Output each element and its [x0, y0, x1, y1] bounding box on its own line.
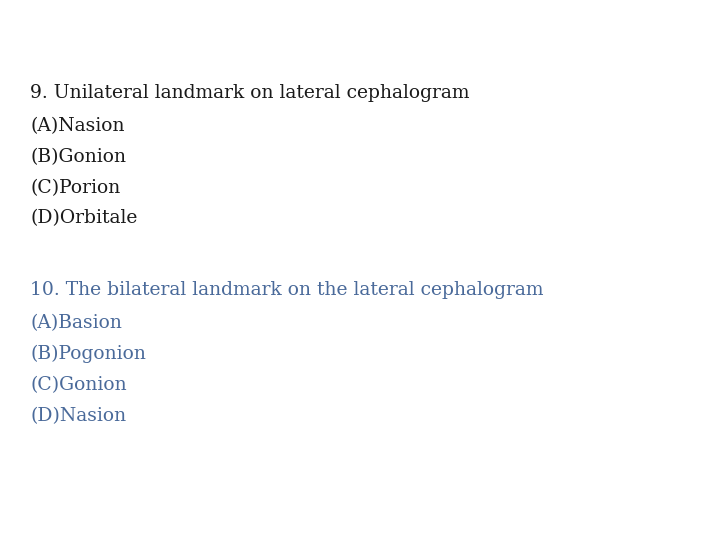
Text: (A)Basion: (A)Basion	[30, 314, 122, 332]
Text: (B)Pogonion: (B)Pogonion	[30, 345, 146, 363]
Text: (D)Nasion: (D)Nasion	[30, 407, 127, 424]
Text: (C)Gonion: (C)Gonion	[30, 376, 127, 394]
Text: 10. The bilateral landmark on the lateral cephalogram: 10. The bilateral landmark on the latera…	[30, 281, 544, 299]
Text: (A)Nasion: (A)Nasion	[30, 117, 125, 135]
Text: (D)Orbitale: (D)Orbitale	[30, 210, 138, 227]
Text: 9. Unilateral landmark on lateral cephalogram: 9. Unilateral landmark on lateral cephal…	[30, 84, 469, 102]
Text: (B)Gonion: (B)Gonion	[30, 148, 126, 166]
Text: (C)Porion: (C)Porion	[30, 179, 120, 197]
